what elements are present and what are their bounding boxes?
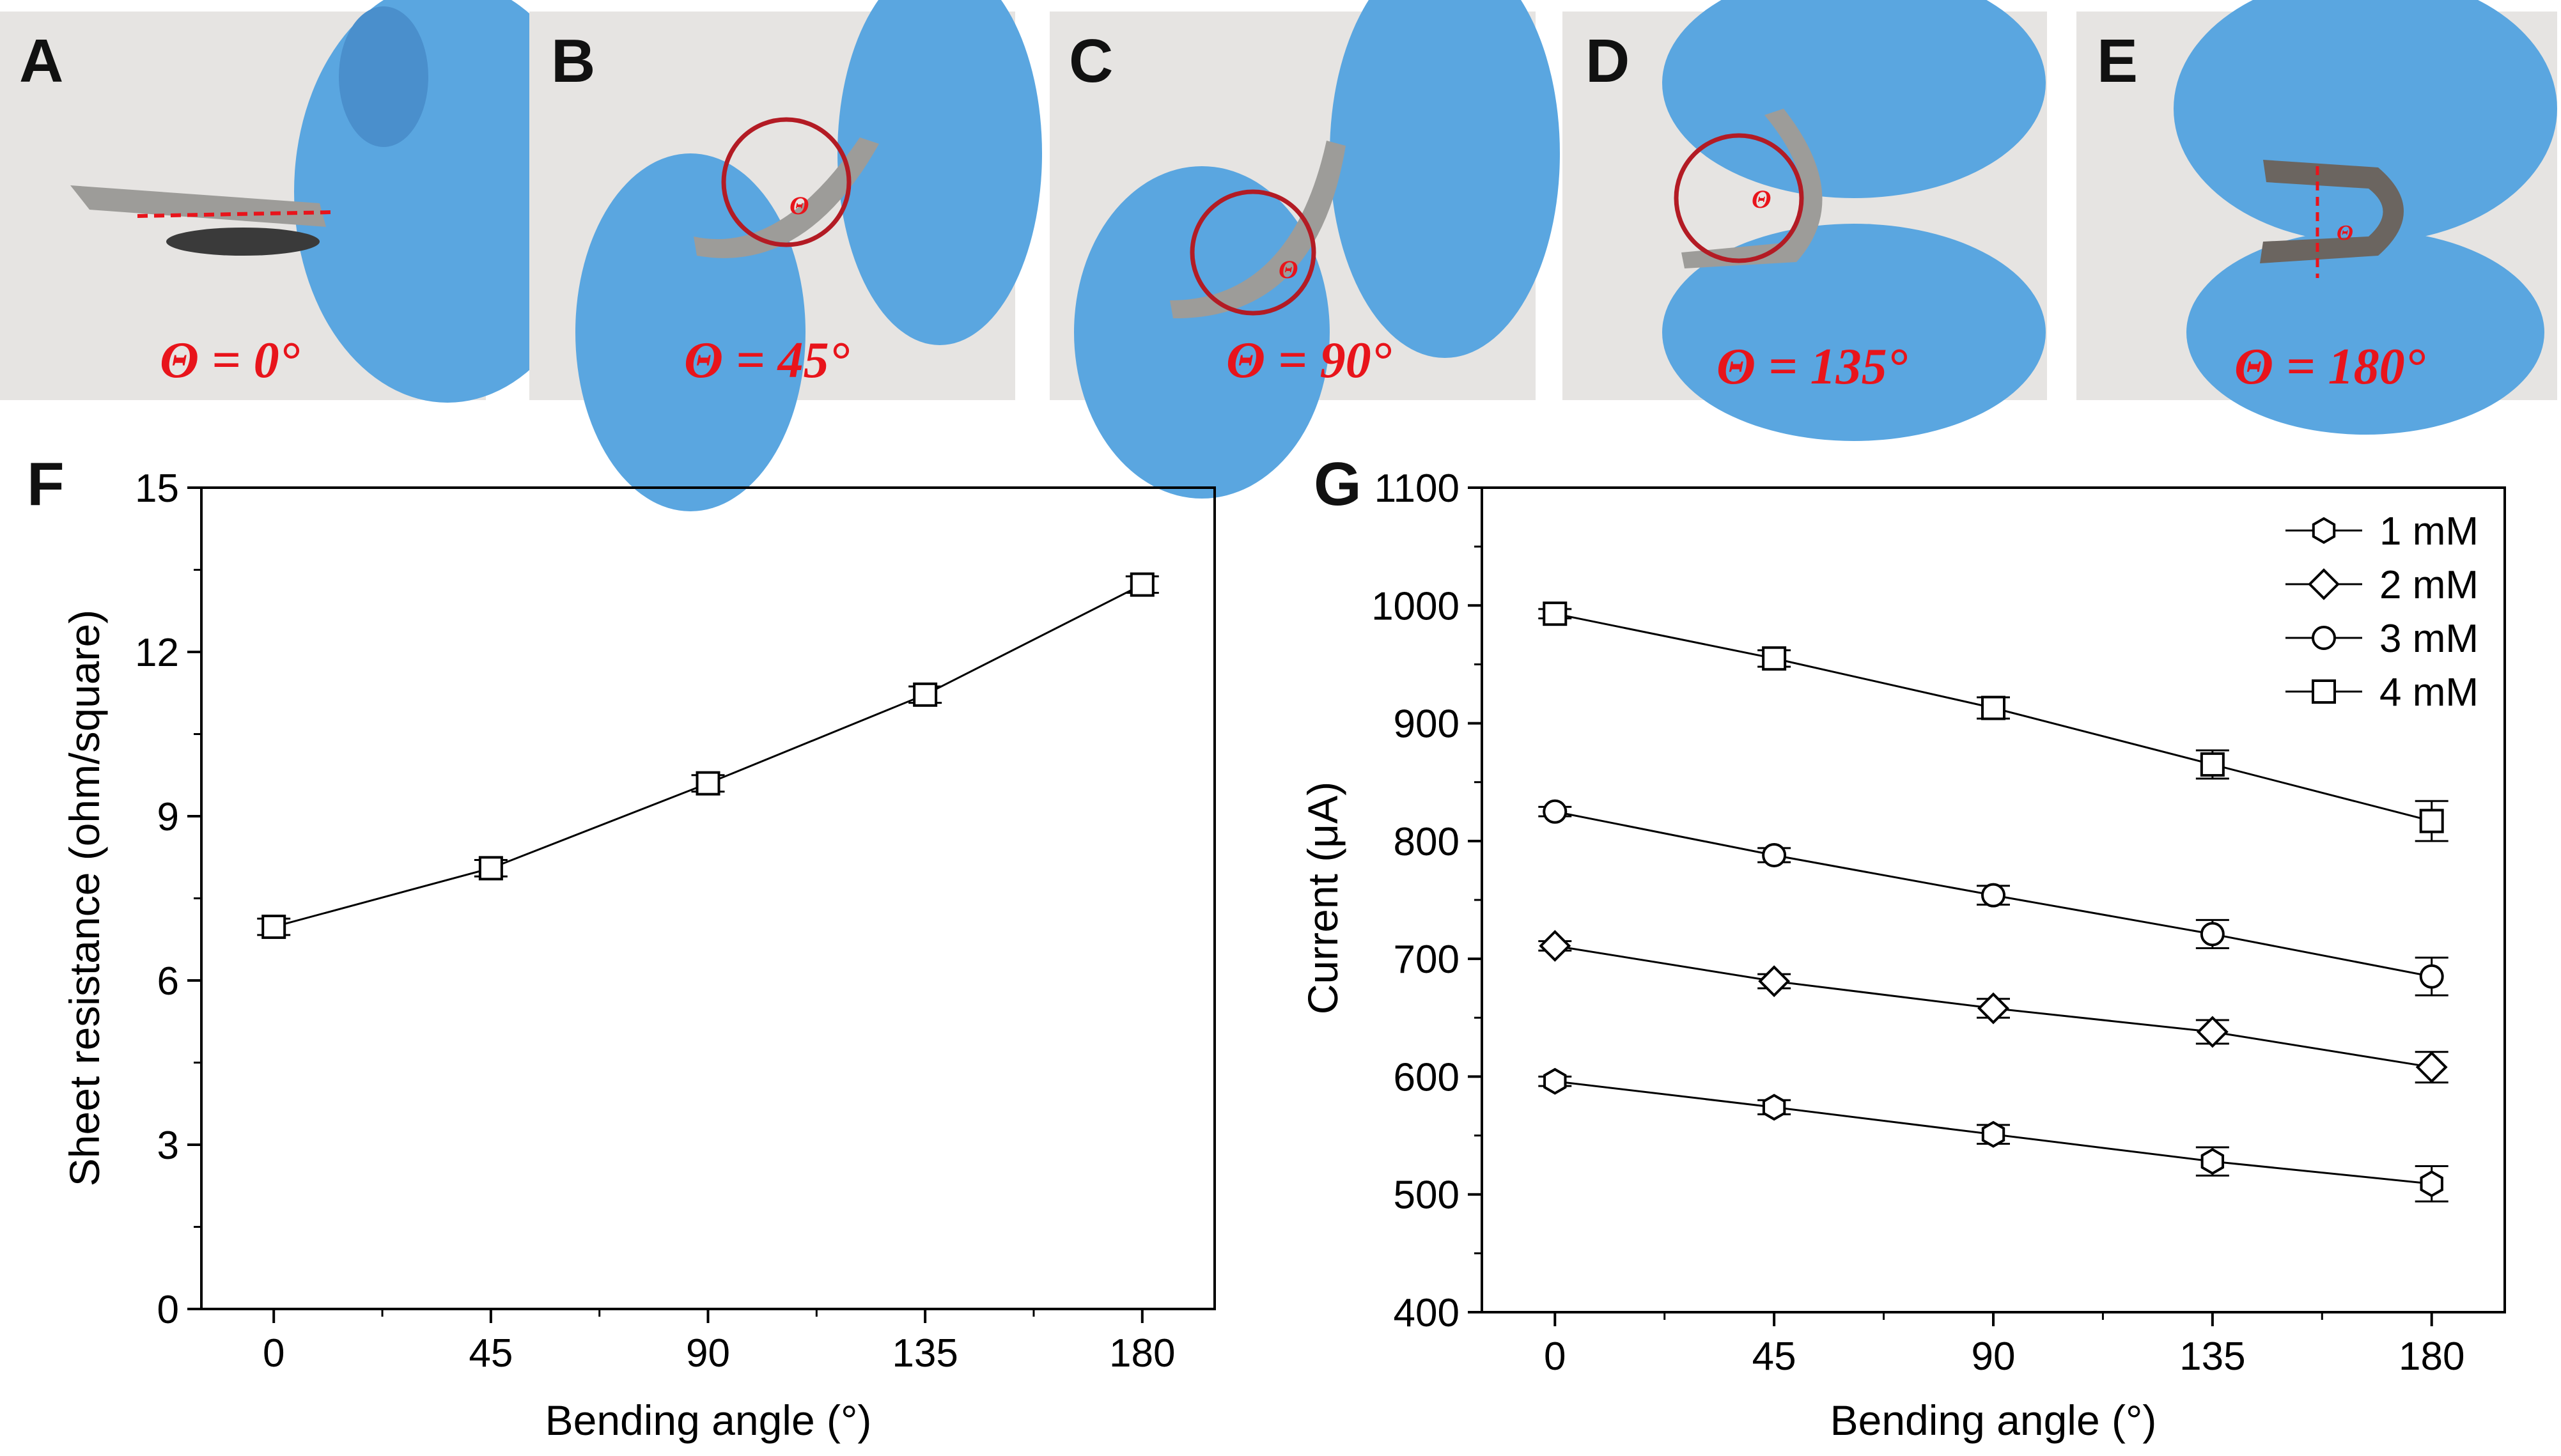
data-point bbox=[2200, 752, 2225, 777]
y-tick-label: 9 bbox=[157, 795, 179, 839]
y-tick-label: 15 bbox=[135, 467, 179, 511]
data-point bbox=[1762, 646, 1787, 671]
data-point bbox=[261, 915, 286, 940]
x-tick-label: 135 bbox=[2179, 1335, 2245, 1379]
x-tick-label: 180 bbox=[1109, 1331, 1175, 1375]
photo-letter: B bbox=[551, 27, 595, 95]
photo-panel-a: A Θ = 0° bbox=[0, 0, 601, 403]
y-tick-label: 900 bbox=[1394, 702, 1460, 747]
photo-panel-c: Θ C Θ = 90° bbox=[1050, 0, 1560, 499]
angle-symbol: Θ bbox=[1279, 255, 1298, 284]
photo-caption: Θ = 90° bbox=[1226, 332, 1392, 389]
photo-letter: E bbox=[2097, 27, 2138, 95]
y-tick-label: 1100 bbox=[1374, 467, 1460, 511]
legend-item: 1 mM bbox=[2285, 509, 2479, 554]
legend-label: 4 mM bbox=[2379, 670, 2479, 715]
legend-marker bbox=[2312, 626, 2336, 650]
legend: 1 mM 2 mM 3 mM 4 mM bbox=[2285, 509, 2479, 715]
data-point bbox=[2200, 1148, 2225, 1175]
y-tick-label: 500 bbox=[1394, 1173, 1460, 1218]
photo-letter: D bbox=[1585, 27, 1630, 95]
data-point bbox=[478, 856, 503, 881]
data-point bbox=[1977, 992, 2009, 1025]
data-point bbox=[1981, 1120, 2005, 1148]
angle-symbol: Θ bbox=[790, 191, 809, 220]
y-axis-label: Current (μA) bbox=[1299, 782, 1346, 1014]
photo-letter: C bbox=[1069, 27, 1113, 95]
x-axis-label: Bending angle (°) bbox=[545, 1397, 872, 1444]
y-tick-label: 6 bbox=[157, 959, 179, 1003]
legend-marker bbox=[2312, 516, 2336, 545]
x-tick-label: 90 bbox=[686, 1331, 730, 1375]
data-point bbox=[913, 682, 938, 707]
y-tick-label: 0 bbox=[157, 1288, 179, 1332]
x-tick-label: 135 bbox=[892, 1331, 958, 1375]
y-tick-label: 1000 bbox=[1371, 584, 1460, 628]
data-point bbox=[2419, 964, 2444, 989]
series-1-mm bbox=[1538, 1067, 2448, 1203]
data-point bbox=[2419, 809, 2444, 833]
x-tick-label: 45 bbox=[469, 1331, 513, 1375]
panel-letter: F bbox=[27, 450, 65, 518]
legend-label: 2 mM bbox=[2379, 563, 2479, 607]
photo-panel-d: Θ D Θ = 135° bbox=[1562, 0, 2047, 441]
y-axis-label: Sheet resistance (ohm/square) bbox=[61, 610, 108, 1186]
chart-panel-g: G 0 45 90 135 18040050060070080090010001100 … bbox=[1299, 450, 2506, 1444]
series-4-mm bbox=[1538, 601, 2448, 842]
angle-symbol: Θ bbox=[2337, 221, 2353, 245]
data-point bbox=[1130, 572, 1155, 597]
series-2-mm bbox=[1538, 929, 2448, 1084]
photo-caption: Θ = 45° bbox=[684, 332, 850, 389]
data-point bbox=[1543, 799, 1568, 824]
y-tick-label: 700 bbox=[1394, 938, 1460, 982]
legend-label: 1 mM bbox=[2379, 509, 2479, 554]
x-tick-label: 45 bbox=[1752, 1335, 1796, 1379]
x-tick-label: 90 bbox=[1972, 1335, 2016, 1379]
data-point bbox=[1539, 929, 1571, 962]
photo-panel-e: Θ E Θ = 180° bbox=[2076, 0, 2557, 435]
legend-item: 3 mM bbox=[2285, 617, 2479, 661]
legend-item: 4 mM bbox=[2285, 670, 2479, 715]
angle-symbol: Θ bbox=[1752, 185, 1771, 213]
x-tick-label: 0 bbox=[263, 1331, 284, 1375]
series-3-mm bbox=[1538, 799, 2448, 996]
y-tick-label: 800 bbox=[1394, 820, 1460, 864]
data-point bbox=[1758, 965, 1791, 998]
panel-letter: G bbox=[1314, 450, 1362, 518]
series-0 bbox=[257, 572, 1159, 940]
data-point bbox=[1981, 883, 2005, 908]
data-point bbox=[1762, 1094, 1786, 1121]
data-point bbox=[1981, 695, 2005, 720]
x-axis-label: Bending angle (°) bbox=[1830, 1397, 2157, 1444]
y-tick-label: 12 bbox=[135, 631, 179, 675]
y-tick-label: 400 bbox=[1394, 1291, 1460, 1335]
data-point bbox=[696, 771, 720, 796]
legend-marker bbox=[2312, 679, 2336, 704]
x-tick-label: 180 bbox=[2399, 1335, 2464, 1379]
data-point bbox=[2420, 1170, 2443, 1198]
photo-letter: A bbox=[19, 27, 63, 95]
data-point bbox=[1543, 601, 1568, 626]
photo-caption: Θ = 180° bbox=[2234, 339, 2425, 395]
data-point bbox=[1762, 842, 1787, 867]
data-point bbox=[2196, 1016, 2229, 1048]
legend-label: 3 mM bbox=[2379, 617, 2479, 661]
data-point bbox=[2415, 1051, 2448, 1083]
x-tick-label: 0 bbox=[1544, 1335, 1566, 1379]
photo-caption: Θ = 0° bbox=[160, 332, 300, 389]
y-tick-label: 3 bbox=[157, 1124, 179, 1168]
y-tick-label: 600 bbox=[1394, 1055, 1460, 1099]
photo-caption: Θ = 135° bbox=[1716, 339, 1908, 395]
data-point bbox=[2200, 922, 2225, 947]
legend-item: 2 mM bbox=[2285, 563, 2479, 607]
legend-marker bbox=[2308, 568, 2340, 600]
data-point bbox=[1543, 1067, 1567, 1095]
photo-panel-b: Θ B Θ = 45° bbox=[529, 0, 1042, 511]
